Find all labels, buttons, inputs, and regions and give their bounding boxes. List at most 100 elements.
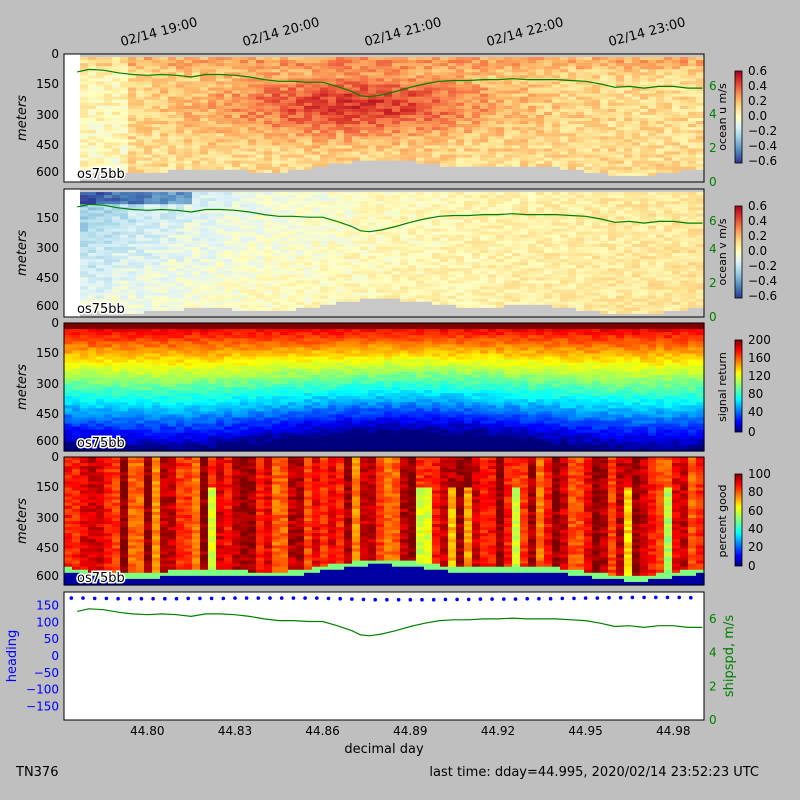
heatmap-cell xyxy=(184,121,193,125)
heatmap-cell xyxy=(208,142,217,147)
heatmap-cell xyxy=(136,172,145,177)
heatmap-cell xyxy=(232,108,241,113)
heatmap-cell xyxy=(192,124,201,128)
heatmap-cell xyxy=(128,84,137,89)
heatmap-cell xyxy=(184,175,193,180)
heatmap-cell xyxy=(96,57,105,61)
heatmap-cell xyxy=(88,81,97,86)
heatmap-cell xyxy=(232,157,241,162)
heatmap-cell xyxy=(192,142,201,147)
heatmap-cell xyxy=(160,66,169,70)
heatmap-cell xyxy=(96,178,105,183)
heatmap-cell xyxy=(80,54,89,58)
heatmap-cell xyxy=(224,145,233,150)
heatmap-cell xyxy=(200,84,209,89)
heatmap-cell xyxy=(120,108,129,113)
heatmap-cell xyxy=(176,139,185,143)
colorbar-ticks: 0.6 0.4 0.2 0.0 −0.2 −0.4 −0.6 xyxy=(748,64,777,168)
heatmap-cell xyxy=(96,78,105,83)
heatmap-cell xyxy=(168,93,177,98)
heatmap-cell xyxy=(144,78,153,83)
heatmap-cell xyxy=(80,124,89,128)
heatmap-cell xyxy=(184,57,193,61)
heatmap-cell xyxy=(232,99,241,104)
heatmap-cell xyxy=(64,63,73,67)
heatmap-cell xyxy=(88,178,97,183)
heatmap-cell xyxy=(232,130,241,134)
heatmap-cell xyxy=(200,78,209,83)
heatmap-cell xyxy=(168,142,177,147)
heatmap-cell xyxy=(88,114,97,119)
heatmap-cell xyxy=(152,72,161,76)
heatmap-cell xyxy=(112,66,121,70)
heatmap-cell xyxy=(232,163,241,168)
heatmap-cell xyxy=(120,105,129,110)
heatmap-cell xyxy=(200,148,209,153)
heatmap-cell xyxy=(64,87,73,92)
heatmap-cell xyxy=(72,124,81,128)
heatmap-cell xyxy=(184,111,193,116)
heatmap-cell xyxy=(192,166,201,171)
heatmap-cell xyxy=(168,66,177,70)
heatmap-cell xyxy=(144,160,153,165)
heatmap-cell xyxy=(160,75,169,79)
heatmap-cell xyxy=(88,157,97,162)
heatmap-cell xyxy=(192,108,201,113)
heatmap-cell xyxy=(128,136,137,140)
heatmap-cell xyxy=(152,121,161,125)
heatmap-cell xyxy=(224,175,233,180)
heatmap-cell xyxy=(144,172,153,177)
heatmap-cell xyxy=(112,90,121,95)
heatmap-cell xyxy=(168,154,177,159)
heatmap-cell xyxy=(192,54,201,58)
heatmap-cell xyxy=(104,60,113,64)
colorbar xyxy=(734,70,743,164)
heatmap-cell xyxy=(112,145,121,150)
heatmap-cell xyxy=(176,130,185,134)
heatmap-cell xyxy=(88,54,97,58)
heatmap-cell xyxy=(104,175,113,180)
heatmap-cell xyxy=(208,75,217,79)
heatmap-cell xyxy=(120,178,129,183)
heatmap-cell xyxy=(88,166,97,171)
heatmap-cell xyxy=(192,72,201,76)
heatmap-cell xyxy=(144,178,153,183)
heatmap-cell xyxy=(184,157,193,162)
heatmap-cell xyxy=(80,145,89,150)
heatmap-cell xyxy=(72,145,81,150)
heatmap-cell xyxy=(80,121,89,125)
heatmap-cell xyxy=(144,63,153,67)
heatmap-cell xyxy=(120,175,129,180)
heatmap-cell xyxy=(224,157,233,162)
heatmap-cell xyxy=(72,69,81,73)
heatmap-cell xyxy=(104,87,113,92)
heatmap-cell xyxy=(96,81,105,86)
heatmap-cell xyxy=(152,127,161,131)
heatmap-cell xyxy=(152,69,161,73)
heatmap-cell xyxy=(208,154,217,159)
heatmap-cell xyxy=(88,127,97,131)
heatmap-cell xyxy=(232,148,241,153)
heatmap-cell xyxy=(208,69,217,73)
heatmap-cell xyxy=(64,57,73,61)
heatmap-cell xyxy=(96,72,105,76)
heatmap-cell xyxy=(192,60,201,64)
heatmap-cell xyxy=(168,60,177,64)
heatmap-cell xyxy=(144,57,153,61)
heatmap-cell xyxy=(168,148,177,153)
heatmap-cell xyxy=(216,108,225,113)
heatmap-cell xyxy=(80,72,89,76)
heatmap-cell xyxy=(128,130,137,134)
heatmap-cell xyxy=(136,63,145,67)
heatmap-cell xyxy=(232,78,241,83)
heatmap-cell xyxy=(216,81,225,86)
heatmap-cell xyxy=(136,163,145,168)
heatmap-cell xyxy=(224,148,233,153)
heatmap-cell xyxy=(184,178,193,183)
heatmap-cell xyxy=(184,105,193,110)
heatmap-cell xyxy=(152,148,161,153)
heatmap-cell xyxy=(152,93,161,98)
heatmap-cell xyxy=(96,157,105,162)
heatmap-cell xyxy=(184,114,193,119)
heatmap-cell xyxy=(64,175,73,180)
